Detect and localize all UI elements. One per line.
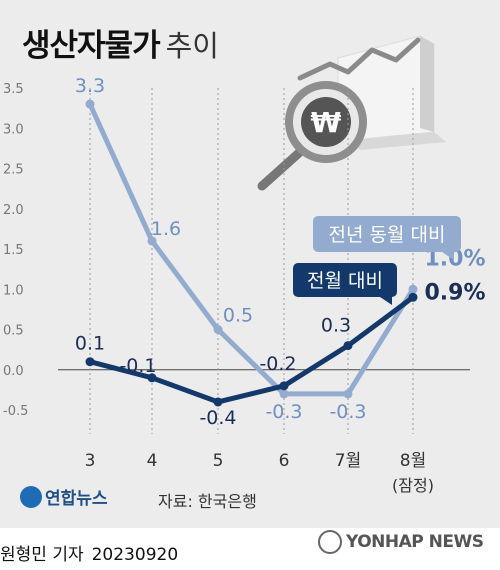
point-mom [85, 357, 95, 367]
data-label-mom: 0.9% [424, 280, 485, 305]
point-yoy [279, 389, 289, 399]
data-label-mom: 0.3 [321, 315, 351, 337]
data-label-mom: 0.1 [75, 333, 105, 355]
chart-title: 생산자물가 추이 [22, 20, 219, 65]
series-line-mom [87, 294, 416, 405]
series-lines [85, 99, 418, 407]
won-magnifier-chart-icon: ₩ [257, 35, 446, 191]
data-label-yoy: 1.6 [151, 218, 181, 240]
point-mom [343, 341, 353, 351]
data-label-yoy: 0.5 [223, 305, 253, 327]
y-tick-label: 2.0 [3, 203, 24, 218]
publish-date: 20230920 [91, 545, 179, 565]
point-mom [147, 373, 157, 383]
source-note: 자료: 한국은행 [158, 492, 257, 511]
point-yoy [213, 325, 223, 334]
point-yoy [147, 236, 157, 246]
subtitle-text: 추이 [165, 29, 219, 63]
callout-mom-tail [380, 297, 392, 305]
point-yoy [343, 389, 353, 399]
x-tick-label: 5 [213, 451, 224, 471]
callout-yoy-box [313, 216, 461, 252]
data-label-mom: -0.4 [199, 407, 236, 429]
point-yoy [408, 284, 418, 294]
logo-text: 연합뉴스 [45, 489, 108, 509]
callout-mom-box [293, 263, 397, 297]
series-line-yoy [87, 101, 416, 397]
watermark-text: YONHAP NEWS [346, 532, 484, 552]
point-mom [279, 381, 289, 391]
x-tick-label: 3 [85, 451, 96, 471]
point-mom [213, 397, 223, 407]
callout-mom-label: 전월 대비 [307, 270, 383, 292]
x-tick-label: 8월 [400, 451, 426, 471]
data-label-yoy: -0.3 [329, 401, 366, 423]
y-tick-label: 1.0 [3, 283, 24, 298]
callout-yoy-label: 전년 동월 대비 [329, 224, 446, 246]
data-label-yoy: 3.3 [75, 75, 105, 97]
point-yoy [85, 99, 95, 109]
data-label-yoy: -0.3 [265, 401, 302, 423]
y-tick-label: 1.5 [3, 243, 24, 258]
watermark-icon [318, 530, 342, 554]
x-tick-sublabel: (잠정) [392, 476, 434, 495]
yonhap-logo-icon [20, 485, 42, 508]
x-tick-label: 6 [279, 451, 290, 471]
x-axis: 3 4 5 6 7월 8월 (잠정) [85, 451, 434, 495]
byline: 원형민 기자 20230920 [0, 540, 178, 565]
callout-yoy-tail [442, 252, 454, 260]
data-labels: 3.31.60.5-0.3 -0.31.0%0.1-0.1-0.4-0.20.30… [75, 75, 486, 429]
watermark: YONHAP NEWS [318, 530, 484, 554]
x-tick-label: 7월 [335, 451, 361, 471]
y-tick-label: -0.5 [3, 404, 28, 419]
x-tick-label: 4 [147, 451, 158, 471]
point-mom [408, 292, 418, 302]
y-tick-label: 3.5 [3, 82, 24, 97]
yonhap-logo: 연합뉴스 [20, 484, 108, 509]
footer-bar [0, 528, 500, 570]
y-tick-label: 3.0 [3, 122, 24, 137]
data-label-mom: -0.1 [119, 355, 156, 377]
y-tick-label: 0.0 [3, 364, 24, 379]
title-text: 생산자물가 [22, 28, 161, 64]
y-axis-labels: 3.5 3.0 2.5 2.0 1.5 1.0 0.5 0.0 -0.5 [3, 82, 28, 419]
reporter-name: 원형민 기자 [0, 545, 84, 565]
y-tick-label: 0.5 [3, 324, 24, 339]
data-label-mom: -0.2 [259, 353, 296, 375]
y-tick-label: 2.5 [3, 163, 24, 178]
chart-svg: ₩ 3.5 3.0 2.5 2.0 1.5 1.0 0.5 0.0 -0.5 3 4 5 6 7월 8월 (… [3, 35, 486, 495]
svg-text:₩: ₩ [311, 106, 342, 139]
